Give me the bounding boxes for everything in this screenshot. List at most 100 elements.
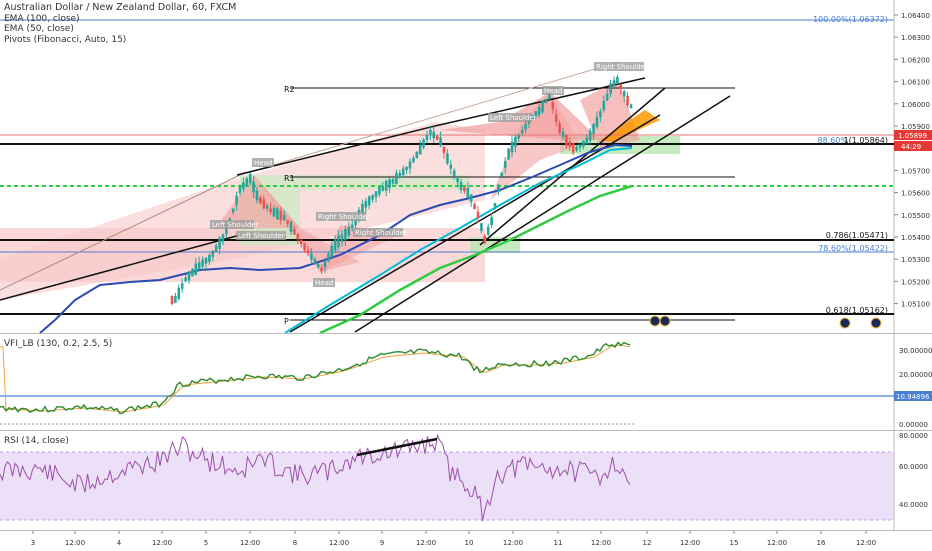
vfi-line[interactable]: [0, 341, 631, 415]
legend-pivots[interactable]: Pivots (Fibonacci, Auto, 15): [4, 34, 127, 45]
symbol-title[interactable]: Australian Dollar / New Zealand Dollar, …: [4, 2, 237, 13]
time-tick-label: 12:00: [65, 539, 85, 547]
countdown-badge: [894, 141, 932, 151]
candle-body: [408, 161, 412, 169]
candle-body: [418, 144, 422, 155]
price-pane[interactable]: Head Left Shoulder Left Shoulder Right S…: [0, 0, 932, 333]
candle-body: [398, 172, 402, 178]
event-flag-icon[interactable]: [659, 315, 671, 327]
price-tick-label: 1.06300: [901, 34, 930, 42]
countdown-value: 44:29: [901, 143, 921, 151]
pivot-r2-label: R2: [284, 85, 295, 94]
trend-line-support-3[interactable]: [479, 87, 666, 246]
trend-line-upper-faint[interactable]: [239, 61, 619, 176]
candle-body: [622, 91, 626, 97]
candle-body: [575, 146, 578, 151]
candle-body: [605, 93, 609, 101]
time-tick-label: 15: [730, 539, 739, 547]
candle-body: [177, 287, 181, 299]
trend-line-long[interactable]: [0, 174, 241, 291]
candle-body: [347, 226, 351, 236]
time-axis[interactable]: 3 12:00 4 12:00 5 12:00 8 12:00 9 12:00 10 12:00 11 1…: [0, 530, 932, 551]
candle-body: [330, 245, 334, 257]
candle-body: [211, 250, 215, 257]
vfi-pane[interactable]: 30.00000 20.00000 0.00000 10.94896 VFI_LB …: [0, 334, 932, 430]
candle-body: [279, 211, 283, 221]
candle-body: [218, 237, 221, 249]
trend-line-support-1[interactable]: [289, 114, 661, 333]
trend-line-support-2[interactable]: [354, 95, 731, 333]
candle-body: [242, 182, 245, 190]
candle-body: [466, 187, 470, 198]
candle-body: [480, 223, 483, 232]
candle-body: [619, 83, 623, 89]
candle-body: [473, 203, 476, 210]
candle-body: [514, 137, 517, 147]
vfi-legend[interactable]: VFI_LB (130, 0.2, 2.5, 5): [4, 339, 113, 349]
time-tick-label: 12:00: [503, 539, 523, 547]
candle-body: [350, 224, 354, 229]
pattern-label-ls-1: Left Shoulder: [212, 221, 259, 229]
time-axis-svg[interactable]: 3 12:00 4 12:00 5 12:00 8 12:00 9 12:00 10 12:00 11 1…: [0, 531, 932, 551]
rsi-legend[interactable]: RSI (14, close): [4, 436, 69, 446]
rsi-pane[interactable]: 80.0000 60.0000 40.0000 RSI (14, close): [0, 431, 932, 530]
candle-body: [272, 207, 276, 217]
rsi-divergence-line[interactable]: [356, 437, 438, 457]
rsi-line[interactable]: [0, 433, 631, 522]
candle-body: [191, 268, 194, 277]
candle-body: [238, 187, 242, 193]
candle-body: [626, 95, 629, 106]
vfi-scale-ticks: 30.00000 20.00000 0.00000: [899, 347, 932, 429]
candle-body: [327, 253, 330, 262]
candle-body: [384, 181, 388, 191]
price-tick-label: 1.05100: [901, 301, 930, 309]
event-flag-icon[interactable]: [649, 315, 661, 327]
candle-body: [204, 258, 208, 264]
event-flag-icon[interactable]: [870, 317, 882, 329]
green-ma-line[interactable]: [319, 184, 633, 333]
candle-body: [446, 153, 449, 164]
pattern-labels: Head Left Shoulder Left Shoulder Right S…: [210, 62, 648, 287]
candle-body: [320, 267, 323, 272]
legend-ema100[interactable]: EMA (100, close): [4, 13, 80, 24]
price-scale[interactable]: [894, 0, 932, 333]
candle-body: [524, 123, 527, 130]
trend-line-lower-left[interactable]: [0, 234, 241, 301]
pane-divider[interactable]: [0, 430, 932, 431]
time-tick-label: 12:00: [240, 539, 260, 547]
pattern-label-rs-1: Right Shoulder: [318, 213, 370, 221]
candle-body: [449, 164, 453, 169]
fib-100-label: 100.00%(1.06372): [813, 15, 888, 24]
vfi-signal-line[interactable]: [0, 344, 631, 413]
candle-body: [316, 263, 320, 268]
candle-body: [435, 135, 439, 140]
candle-body: [469, 194, 473, 202]
candle-body: [629, 104, 633, 109]
pattern-label-head-2: Head: [315, 279, 333, 287]
candle-body: [313, 259, 317, 265]
legend-ema50[interactable]: EMA (50, close): [4, 24, 74, 34]
candle-body: [486, 227, 490, 235]
candle-body: [371, 195, 374, 200]
event-flag-icon[interactable]: [839, 317, 851, 329]
candle-body: [463, 187, 466, 192]
time-tick-label: 5: [204, 539, 208, 547]
pattern-label-rs-3: Right Shoulder: [596, 63, 648, 71]
price-tick-label: 1.05500: [901, 212, 930, 220]
candle-body: [548, 92, 551, 99]
ema-100-line[interactable]: [39, 143, 633, 333]
candle-body: [595, 116, 599, 128]
vfi-chart[interactable]: 30.00000 20.00000 0.00000 10.94896: [0, 334, 932, 430]
time-tick-label: 8: [293, 539, 297, 547]
candle-body: [558, 123, 561, 133]
pattern-label-bg: [252, 158, 274, 167]
event-icons[interactable]: [649, 315, 882, 329]
ema-50-line[interactable]: [284, 147, 633, 333]
candle-body: [405, 166, 408, 171]
price-tick-label: 1.05600: [901, 190, 930, 198]
time-tick-label: 12:00: [680, 539, 700, 547]
pane-divider[interactable]: [0, 333, 932, 334]
rsi-chart[interactable]: 80.0000 60.0000 40.0000: [0, 431, 932, 530]
chart-legend: Australian Dollar / New Zealand Dollar, …: [4, 2, 237, 45]
price-chart[interactable]: Head Left Shoulder Left Shoulder Right S…: [0, 0, 932, 333]
